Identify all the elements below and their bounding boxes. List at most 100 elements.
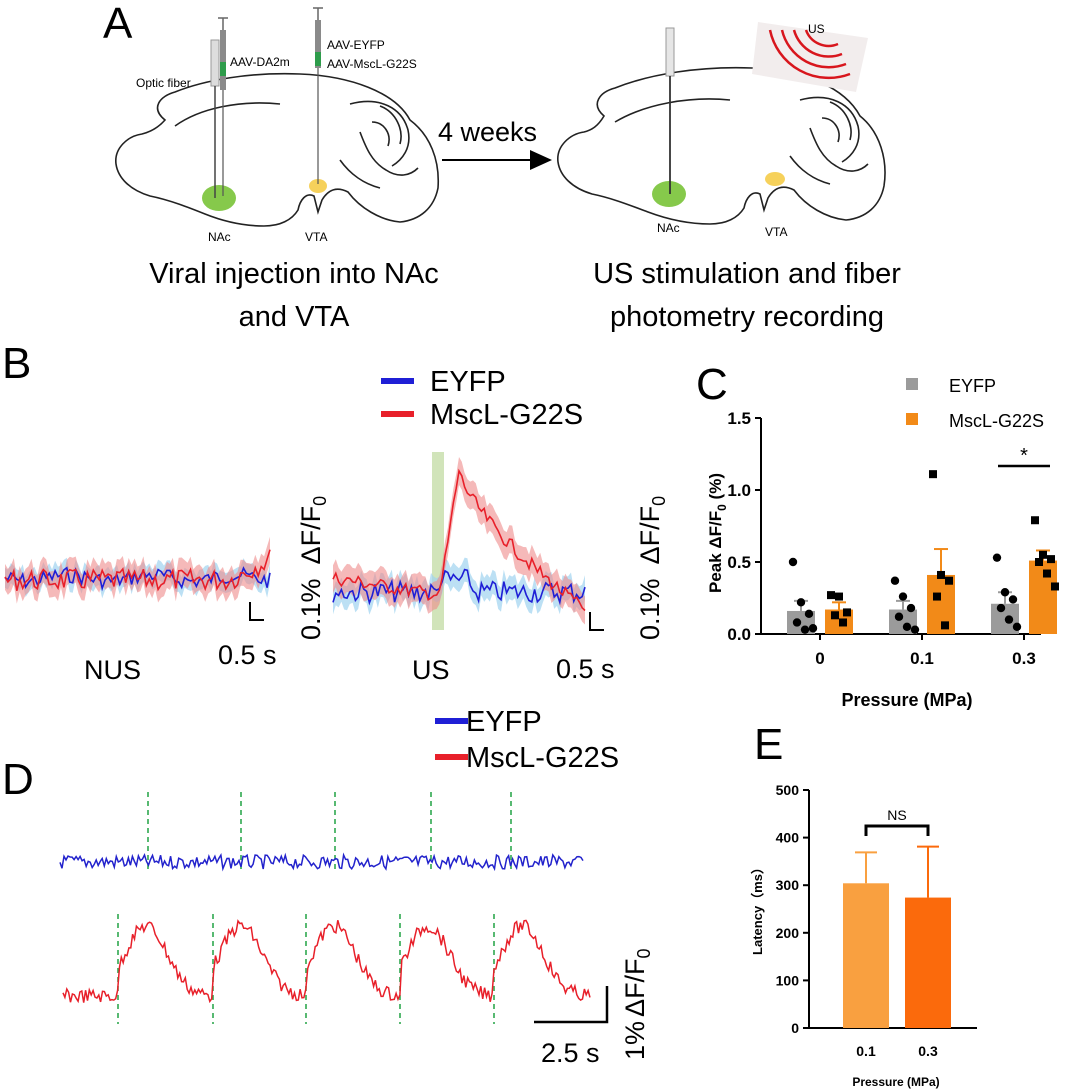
c-point (835, 592, 843, 601)
e-y-tick-label: 400 (776, 830, 800, 846)
caption-right-line2: photometry recording (610, 301, 884, 333)
nus-mscl-trace (4, 549, 271, 592)
c-point (1043, 569, 1051, 578)
caption-right-line1: US stimulation and fiber (593, 258, 901, 290)
c-y-tick-label: 0.0 (727, 625, 751, 644)
e-y-tick-label: 300 (776, 877, 800, 893)
vta-right-label: VTA (765, 225, 787, 239)
d-mscl-trace (62, 919, 591, 1004)
panel-b: B EYFP MscL-G22S 0.1%ΔF/F0 0.1%ΔF/F0 0.5… (2, 339, 669, 685)
e-significance-label: NS (887, 807, 906, 823)
us-trace-group (332, 457, 586, 625)
c-point (996, 603, 1006, 613)
e-significance-bracket (864, 824, 930, 836)
c-point (1012, 622, 1022, 631)
us-mscl-band (333, 457, 585, 625)
c-point (843, 608, 851, 617)
panel-d: D EYFP MscL-G22S 2.5 s 1%ΔF/F0 (2, 706, 654, 1068)
legend-c-mscl-swatch (906, 413, 918, 425)
caption-left-line1: Viral injection into NAc (149, 258, 439, 290)
syringe-left-barrel (220, 30, 226, 90)
panel-e-letter: E (754, 720, 783, 769)
c-point (992, 553, 1002, 562)
panel-d-letter: D (2, 755, 34, 804)
c-point (839, 618, 847, 627)
vta-left-blob (309, 179, 327, 193)
c-point (1035, 558, 1043, 566)
c-point (945, 576, 953, 585)
scale-y-label-d: 1%ΔF/F0 (620, 948, 654, 1060)
c-point (929, 470, 937, 479)
c-y-axis-label: Peak ΔF/F0 (%) (706, 473, 729, 593)
panel-a-letter: A (103, 0, 133, 48)
e-bar (843, 883, 889, 1028)
c-point (937, 570, 945, 579)
nac-left-blob (202, 185, 236, 211)
nus-trace-group (4, 536, 271, 604)
scale-x-label-us: 0.5 s (556, 654, 615, 684)
aav-da2m-label: AAV-DA2m (230, 55, 290, 69)
c-y-tick-label: 1.0 (727, 481, 751, 500)
e-bar (905, 897, 951, 1028)
c-point (906, 603, 916, 613)
scale-y-label-nus: 0.1%ΔF/F0 (296, 496, 330, 640)
weeks-arrow-head (530, 150, 552, 170)
c-point (894, 612, 904, 621)
legend-c-mscl-label: MscL-G22S (949, 411, 1044, 431)
c-point (804, 609, 814, 619)
nus-label: NUS (84, 655, 141, 685)
c-point (1039, 550, 1047, 559)
c-point (898, 592, 908, 601)
caption-left-line2: and VTA (239, 301, 350, 333)
c-significance-label: * (1020, 445, 1028, 467)
panel-a: A Optic fiber AAV-DA2m AAV-EYFP AAV-MscL (103, 0, 901, 333)
e-x-axis-label: Pressure (MPa) (852, 1075, 939, 1089)
e-x-tick-label: 0.3 (918, 1043, 938, 1059)
scale-bar-nus (249, 602, 264, 621)
c-x-tick-label: 0 (815, 649, 824, 668)
c-point (1000, 588, 1010, 597)
panel-c-letter: C (696, 360, 728, 409)
c-point (792, 618, 802, 627)
nac-right-label: NAc (657, 221, 680, 235)
c-x-axis-label: Pressure (MPa) (841, 690, 972, 710)
us-transducer-bg (752, 22, 868, 92)
c-point (1047, 555, 1055, 564)
brain-right-outline (557, 66, 886, 225)
c-point (890, 576, 900, 585)
e-y-tick-label: 0 (791, 1020, 799, 1036)
c-y-tick-label: 0.5 (727, 553, 751, 572)
vta-right-blob (765, 172, 785, 186)
c-point (796, 598, 806, 607)
c-point (788, 557, 798, 567)
legend-b-eyfp-label: EYFP (430, 366, 506, 398)
legend-c-eyfp-swatch (906, 378, 918, 390)
scale-x-label-d: 2.5 s (541, 1038, 600, 1068)
scale-bar-us (589, 612, 604, 631)
panel-c: C EYFP MscL-G22S Peak ΔF/F0 (%) Pressure… (696, 360, 1059, 710)
optic-fiber-right-ferrule (665, 27, 675, 77)
e-plot-area: 0 100 200 300 400 500 0.1 0.3 NS (776, 782, 977, 1059)
us-label-b: US (412, 655, 450, 685)
legend-c-eyfp-label: EYFP (949, 376, 996, 396)
c-x-tick-label: 0.1 (910, 649, 934, 668)
legend-d-eyfp-label: EYFP (466, 706, 542, 738)
aav-eyfp-label: AAV-EYFP (327, 38, 385, 52)
d-trace-group (59, 792, 591, 1024)
syringe-right-barrel (315, 20, 321, 68)
scale-bar-d (534, 986, 609, 1024)
aav-mscl-label: AAV-MscL-G22S (327, 57, 417, 71)
c-point (933, 592, 941, 601)
c-point (941, 621, 949, 630)
c-point (1051, 582, 1059, 591)
c-point (800, 625, 810, 634)
e-x-tick-label: 0.1 (856, 1043, 876, 1059)
scale-y-label-us: 0.1%ΔF/F0 (635, 496, 669, 640)
us-mscl-trace (332, 468, 586, 612)
c-point (902, 622, 912, 631)
c-y-tick-label: 1.5 (727, 409, 751, 428)
c-x-tick-label: 0.3 (1012, 649, 1036, 668)
vta-left-label: VTA (305, 230, 327, 244)
nac-right-blob (652, 181, 686, 207)
